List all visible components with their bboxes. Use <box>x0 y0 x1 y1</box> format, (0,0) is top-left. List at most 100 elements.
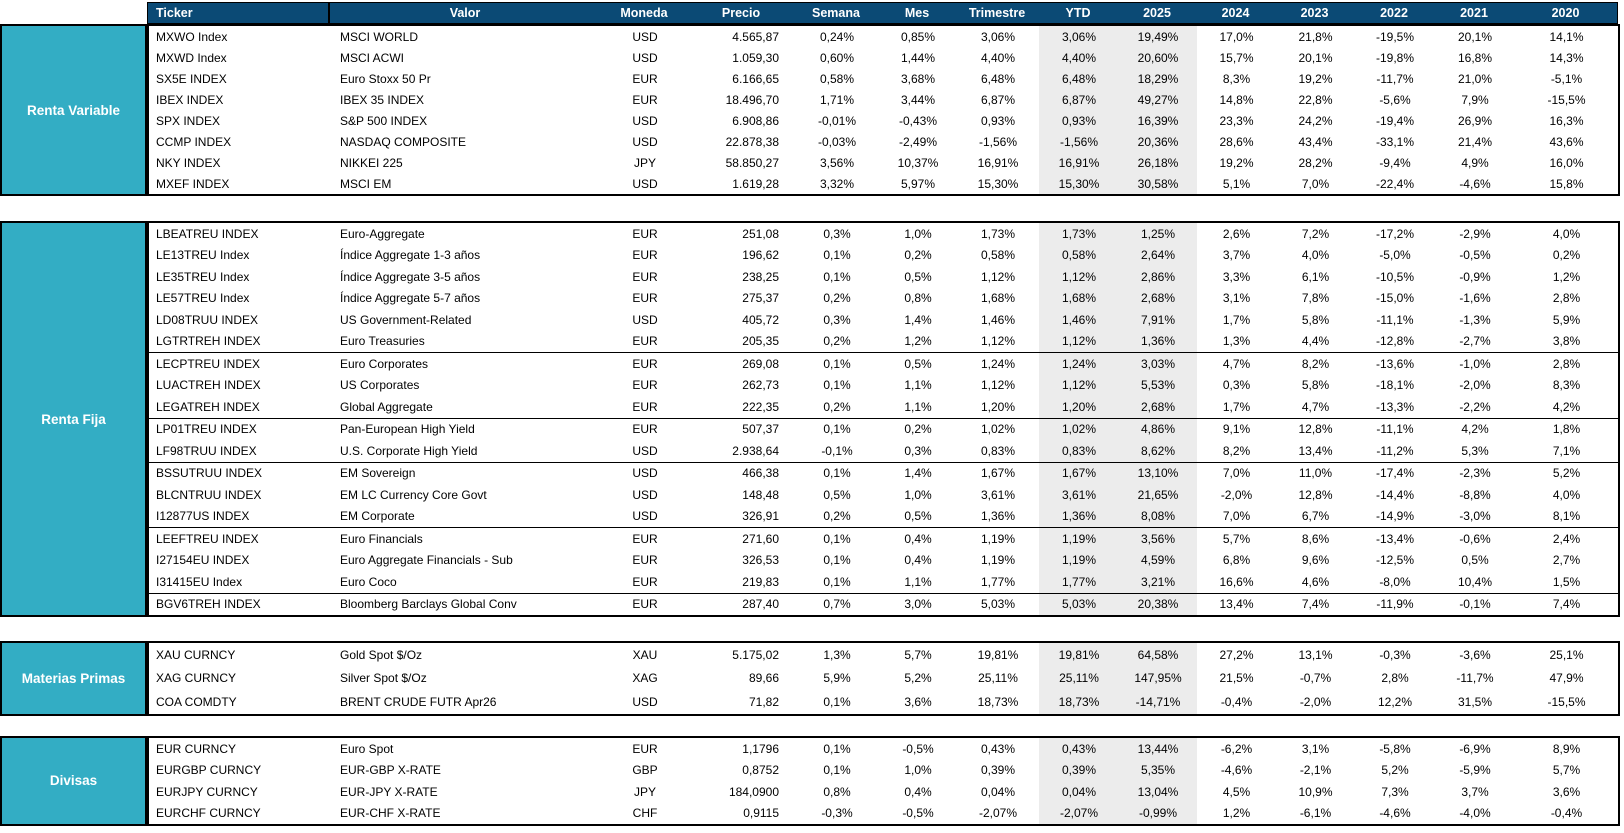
cell-2020: 8,3% <box>1552 378 1581 393</box>
cell-precio: 71,82 <box>748 694 779 709</box>
cell-2021: 4,9% <box>1461 155 1489 170</box>
cell-2021: 3,7% <box>1461 784 1489 799</box>
column-header-2022: 2022 <box>1380 6 1408 20</box>
cell-trimestre: 1,68% <box>980 291 1016 306</box>
cell-2021: -2,3% <box>1459 466 1491 481</box>
cell-trimestre: 15,30% <box>977 176 1019 191</box>
cell-semana: 1,71% <box>819 92 855 107</box>
cell-valor: EM LC Currency Core Govt <box>340 487 487 502</box>
cell-precio: 466,38 <box>742 466 779 481</box>
cell-ytd: 18,73% <box>1039 690 1119 714</box>
table-row-lp01treu-index: LP01TREU INDEX Pan-European High Yield EUR… <box>149 418 1618 440</box>
table-row-coa-comdty: COA COMDTY BRENT CRUDE FUTR Apr26 USD 71,82… <box>149 690 1618 714</box>
cell-2021: 10,4% <box>1457 574 1493 589</box>
cell-2024: 7,0% <box>1222 466 1251 481</box>
cell-2022: -11,9% <box>1376 597 1414 612</box>
cell-ytd: 1,67% <box>1039 462 1119 484</box>
cell-ticker: LF98TRUU INDEX <box>156 443 257 458</box>
cell-precio: 238,25 <box>742 269 779 284</box>
cell-2024: -6,2% <box>1220 741 1253 756</box>
cell-2023: 13,1% <box>1298 647 1333 662</box>
cell-2021: -6,9% <box>1459 741 1491 756</box>
cell-2021: -5,9% <box>1459 763 1491 778</box>
cell-trimestre: -1,56% <box>978 134 1018 149</box>
cell-precio: 1,1796 <box>742 741 779 756</box>
cell-semana: 0,1% <box>823 741 851 756</box>
section-label-divisas: Divisas <box>0 735 147 826</box>
cell-mes: -0,5% <box>902 741 934 756</box>
cell-2021: -8,8% <box>1459 487 1491 502</box>
cell-2025: -0,99% <box>1119 802 1197 824</box>
cell-precio: 507,37 <box>742 422 779 437</box>
cell-ytd: 1,46% <box>1039 309 1119 331</box>
cell-moneda: USD <box>632 487 658 502</box>
cell-2020: 5,2% <box>1552 466 1581 481</box>
table-row-luactreh-index: LUACTREH INDEX US Corporates EUR 262,73 0,1%… <box>149 374 1618 396</box>
cell-2021: -2,0% <box>1459 378 1491 393</box>
cell-2022: -5,0% <box>1379 248 1411 263</box>
section-table-renta-variable: MXWO Index MSCI WORLD USD 4.565,87 0,24% 0,85… <box>147 24 1620 196</box>
cell-2025: 3,03% <box>1119 353 1197 375</box>
cell-2024: 5,1% <box>1222 176 1251 191</box>
cell-2025: 30,58% <box>1119 173 1197 194</box>
section-table-materias-primas: XAU CURNCY Gold Spot $/Oz XAU 5.175,02 1,3% 5… <box>147 641 1620 716</box>
cell-2022: -18,1% <box>1375 378 1415 393</box>
cell-2022: 2,8% <box>1381 671 1409 686</box>
cell-2020: 16,3% <box>1549 113 1584 128</box>
cell-2025: 2,68% <box>1119 287 1197 309</box>
cell-valor: EM Corporate <box>340 509 415 524</box>
cell-ticker: EURGBP CURNCY <box>156 763 262 778</box>
cell-2025: 20,38% <box>1119 593 1197 615</box>
cell-valor: Euro-Aggregate <box>340 226 425 241</box>
cell-2020: 47,9% <box>1549 671 1584 686</box>
cell-2023: 43,4% <box>1298 134 1333 149</box>
cell-mes: 1,0% <box>904 763 932 778</box>
cell-2022: -12,8% <box>1375 334 1415 349</box>
cell-2024: 8,3% <box>1222 71 1251 86</box>
cell-valor: Euro Stoxx 50 Pr <box>340 71 431 86</box>
cell-moneda: EUR <box>632 356 658 371</box>
cell-ticker: BGV6TREH INDEX <box>156 597 261 612</box>
cell-trimestre: 5,03% <box>980 597 1016 612</box>
cell-2021: 31,5% <box>1457 694 1493 709</box>
cell-moneda: EUR <box>632 422 658 437</box>
cell-2024: 14,8% <box>1219 92 1254 107</box>
cell-moneda: USD <box>632 694 658 709</box>
cell-2025: 64,58% <box>1119 643 1197 667</box>
cell-semana: 0,2% <box>823 334 851 349</box>
cell-moneda: USD <box>632 312 658 327</box>
cell-2025: 5,53% <box>1119 374 1197 396</box>
cell-2022: -11,7% <box>1376 71 1414 86</box>
cell-mes: 5,7% <box>904 647 932 662</box>
cell-2022: -8,0% <box>1379 574 1411 589</box>
cell-ticker: LGTRTREH INDEX <box>156 334 261 349</box>
cell-2022: -17,2% <box>1375 226 1415 241</box>
section-renta-fija: Renta Fija LBEATREU INDEX Euro-Aggregate EU… <box>0 221 1624 617</box>
cell-trimestre: 1,19% <box>980 553 1016 568</box>
cell-precio: 196,62 <box>742 248 779 263</box>
column-header-2025: 2025 <box>1143 6 1171 20</box>
cell-2023: 8,2% <box>1301 356 1330 371</box>
cell-ytd: 1,36% <box>1039 505 1119 527</box>
section-table-renta-fija: LBEATREU INDEX Euro-Aggregate EUR 251,08 0,3… <box>147 221 1620 617</box>
cell-ticker: LE13TREU Index <box>156 248 250 263</box>
row-group: BSSUTRUU INDEX EM Sovereign USD 466,38 0,1% 1… <box>149 461 1618 527</box>
cell-ticker: CCMP INDEX <box>156 134 232 149</box>
cell-2021: 5,3% <box>1461 443 1489 458</box>
cell-ticker: BSSUTRUU INDEX <box>156 466 263 481</box>
cell-2025: 26,18% <box>1119 152 1197 173</box>
table-row-eurgbp-curncy: EURGBP CURNCY EUR-GBP X-RATE GBP 0,8752 0,1%… <box>149 759 1618 781</box>
cell-2023: 8,6% <box>1301 531 1330 546</box>
cell-moneda: EUR <box>632 574 658 589</box>
cell-valor: Euro Spot <box>340 741 394 756</box>
cell-2024: 9,1% <box>1222 422 1251 437</box>
cell-precio: 262,73 <box>742 378 779 393</box>
cell-2022: 7,3% <box>1381 784 1409 799</box>
cell-2020: -15,5% <box>1547 92 1586 107</box>
row-group: MXWO Index MSCI WORLD USD 4.565,87 0,24% 0,85… <box>149 26 1618 194</box>
cell-moneda: EUR <box>632 378 658 393</box>
cell-2020: 2,7% <box>1552 553 1581 568</box>
column-header-2024: 2024 <box>1221 6 1250 20</box>
cell-2022: -19,4% <box>1375 113 1415 128</box>
column-header-2021: 2021 <box>1460 6 1488 20</box>
